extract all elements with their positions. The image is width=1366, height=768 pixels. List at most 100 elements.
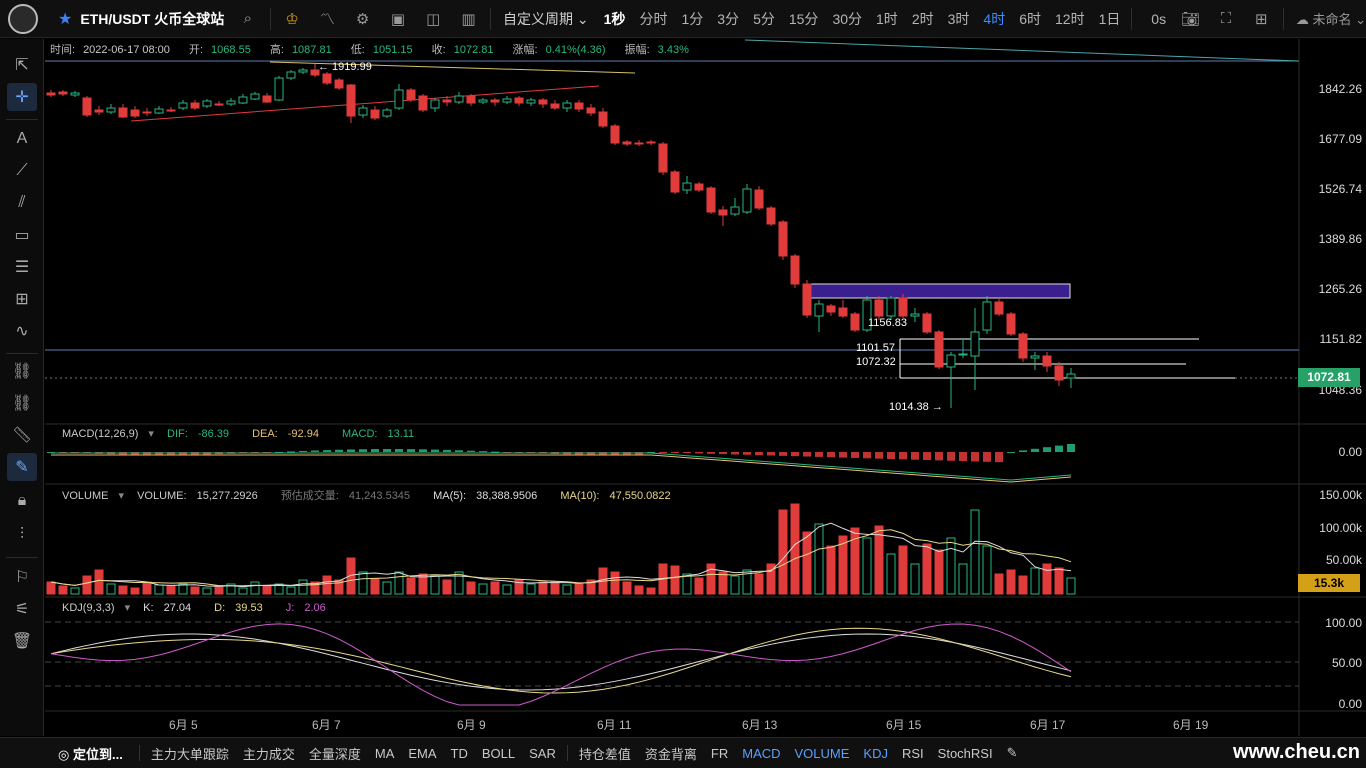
candle-body [730,206,740,215]
period-15m[interactable]: 15分 [788,10,819,27]
period-6h[interactable]: 6时 [1019,10,1041,27]
user-menu[interactable]: ☁ 未命名 ⌄ [1295,12,1366,27]
volume-bar [466,581,476,595]
candle-body [790,255,800,285]
candle-body [658,143,668,173]
indicator-main-order[interactable]: 主力大单跟踪 [150,746,229,762]
compare-icon[interactable]: ◫ [426,10,441,28]
indicator-fund-divergence[interactable]: 资金背离 [644,746,697,762]
macd-bar [335,449,343,452]
period-5m[interactable]: 5分 [753,10,775,27]
volume-bar [142,581,152,595]
period-3h[interactable]: 3时 [947,10,970,27]
pen-tool-icon[interactable]: ✎ [7,453,37,481]
macd-axis-tick: 0.00 [1338,445,1362,459]
volume-axis-tick: 50.00k [1325,553,1362,567]
info-close: 1072.81 [453,44,494,56]
indicator-volume[interactable]: VOLUME [794,745,850,761]
macd-bar [923,452,931,461]
grid-layout-icon[interactable]: ⊞ [1255,10,1268,28]
indicator-kdj[interactable]: KDJ [863,745,888,761]
bookmark-icon[interactable]: ⚐ [14,569,30,586]
volume-bar [586,579,596,595]
period-1d[interactable]: 1日 [1098,10,1121,27]
candle-body [490,99,500,103]
macd-bar [959,452,967,462]
macd-bar [947,452,955,461]
period-3m[interactable]: 3分 [717,10,740,27]
candle-body [682,182,692,191]
edit-indicators-icon[interactable]: ✎ [1006,745,1018,760]
channel-tool-icon[interactable]: ⫽ [18,194,26,211]
indicator-sar[interactable]: SAR [529,745,556,761]
period-12h[interactable]: 12时 [1055,10,1085,27]
macd-bar [659,452,667,453]
indicator-td[interactable]: TD [450,745,468,761]
gear-icon[interactable]: ⚙ [355,10,370,28]
magnet-icon[interactable]: ⛓ [11,363,33,380]
object-tree-icon[interactable]: ⚟ [14,601,30,618]
price-tick: 1389.86 [1318,232,1362,246]
indicator-boll[interactable]: BOLL [481,745,516,761]
volume-bar [370,578,380,595]
indicator-ema[interactable]: EMA [408,745,437,761]
indicator-fr[interactable]: FR [710,745,729,761]
volume-ma10-line [50,529,1072,587]
custom-period-dropdown[interactable]: 自定义周期 ⌄ [503,10,589,27]
fullscreen-icon[interactable]: ⛶ [1220,10,1232,27]
cursor-icon[interactable]: ⇱ [15,57,29,74]
camera-icon[interactable]: 📷︎ [1181,10,1201,28]
indicator-ma[interactable]: MA [374,745,395,761]
locate-button[interactable]: ◎ 定位到... [58,746,123,762]
lock-icon[interactable]: 🔒︎ [17,492,27,509]
pattern-tool-icon[interactable]: ∿ [15,323,29,340]
volume-bar [514,579,524,595]
period-2h[interactable]: 2时 [911,10,934,27]
period-1m[interactable]: 1分 [681,10,704,27]
hide-drawings-icon[interactable]: ⫶ [19,526,24,543]
indicator-chart-icon[interactable]: 〽 [319,11,335,28]
macd-bar [839,452,847,458]
macd-bar [731,452,739,455]
trend-line [130,85,600,122]
layout-icon[interactable]: ▥ [461,10,476,28]
candle-body [70,92,80,96]
candle-body [214,103,224,106]
rectangle-tool-icon[interactable]: ▭ [14,227,30,244]
crown-icon[interactable]: ♔ [285,10,299,28]
trash-icon[interactable]: 🗑︎ [11,633,33,650]
candle-body [346,84,356,117]
current-price-tag: 1072.81 [1298,368,1360,387]
period-timeshare[interactable]: 分时 [639,10,668,27]
period-30m[interactable]: 30分 [832,10,863,27]
ruler-icon[interactable]: 📏︎ [11,427,33,444]
chart-canvas[interactable] [45,39,1366,736]
favorite-star-icon[interactable]: ★ [58,10,73,28]
indicator-rsi[interactable]: RSI [901,745,924,761]
volume-bar [862,537,872,595]
fib-tool-icon[interactable]: ☰ [14,259,30,276]
gann-tool-icon[interactable]: ⊞ [15,291,29,308]
period-1h[interactable]: 1时 [876,10,898,27]
ohlc-infobar: 时间: 2022-06-17 08:00 开: 1068.55 高: 1087.81 … [50,44,689,56]
volume-title: VOLUME ▾ VOLUME: 15,277.2926 预估成交量: 41,243.… [62,490,671,502]
symbol-title[interactable]: ETH/USDT 火币全球站 [80,10,225,27]
search-icon[interactable]: ⌕ [243,10,253,27]
indicator-position-diff[interactable]: 持仓差值 [578,746,631,762]
countdown: 0s [1151,10,1167,27]
macd-bar [863,452,871,459]
macd-bar [755,452,763,456]
crosshair-icon[interactable]: ✛ [7,83,37,111]
indicator-macd[interactable]: MACD [742,745,781,761]
indicator-stochrsi[interactable]: StochRSI [937,745,993,761]
template-icon[interactable]: ▣ [390,10,406,28]
period-1s[interactable]: 1秒 [603,10,626,27]
kdj-title: KDJ(9,3,3) ▾ K: 27.04 D: 39.53 J: 2.06 [62,602,326,614]
trendline-tool-icon[interactable]: ⟋ [16,162,28,179]
indicator-main-deal[interactable]: 主力成交 [242,746,295,762]
link-icon[interactable]: ⛓ [11,395,33,412]
indicator-depth[interactable]: 全量深度 [308,746,361,762]
text-tool-icon[interactable]: A [16,130,28,147]
period-4h[interactable]: 4时 [983,10,1006,27]
chart-area[interactable] [45,39,1366,736]
